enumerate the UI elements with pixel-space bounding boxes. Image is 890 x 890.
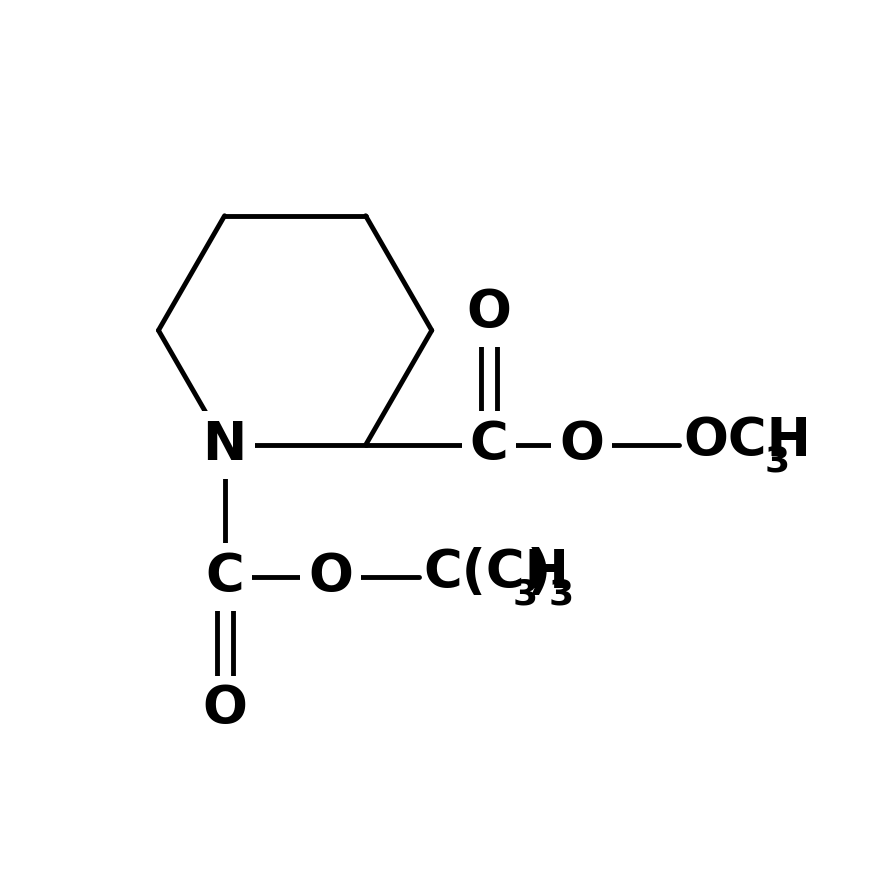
- Text: 3: 3: [765, 445, 790, 479]
- Text: OCH: OCH: [683, 415, 811, 466]
- Text: O: O: [559, 419, 604, 471]
- Text: C: C: [470, 419, 508, 471]
- Text: ): ): [527, 546, 551, 599]
- Text: 3: 3: [549, 577, 574, 611]
- Text: C: C: [206, 551, 244, 603]
- Text: C(CH: C(CH: [423, 546, 569, 599]
- Text: O: O: [308, 551, 352, 603]
- Text: O: O: [202, 684, 247, 735]
- Text: N: N: [202, 419, 247, 471]
- Text: O: O: [466, 287, 512, 339]
- Text: 3: 3: [513, 577, 538, 611]
